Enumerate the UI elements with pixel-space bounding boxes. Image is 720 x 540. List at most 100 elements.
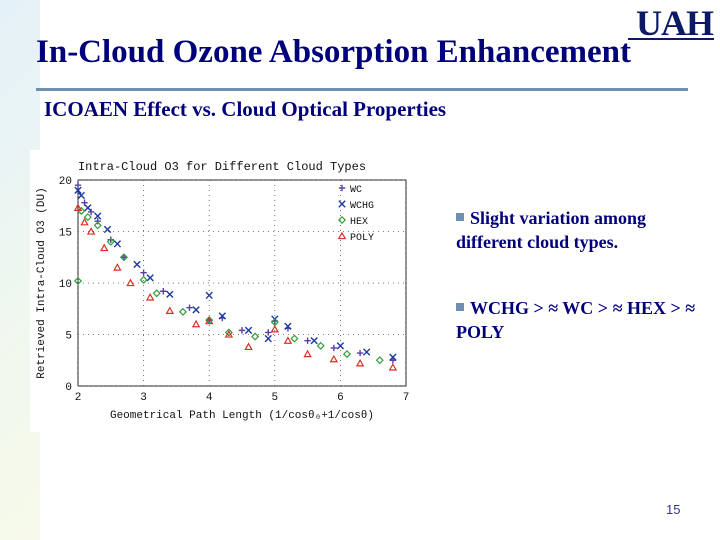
data-point-poly bbox=[388, 363, 398, 371]
legend-marker-wchg bbox=[338, 200, 346, 208]
data-point-wchg bbox=[84, 204, 92, 212]
data-point-wchg bbox=[77, 191, 85, 200]
data-point-wc bbox=[356, 349, 364, 357]
data-point-wc bbox=[238, 327, 246, 334]
data-point-poly bbox=[126, 278, 135, 287]
data-point-wchg bbox=[113, 240, 122, 248]
data-point-poly bbox=[329, 354, 339, 363]
x-tick-label: 2 bbox=[75, 392, 82, 404]
data-point-poly bbox=[270, 324, 280, 333]
legend-marker-hex bbox=[337, 215, 347, 225]
data-point-poly bbox=[73, 203, 83, 211]
x-tick-label: 4 bbox=[206, 392, 213, 404]
data-point-hex bbox=[106, 237, 115, 246]
data-point-wchg bbox=[218, 312, 227, 320]
data-point-wc bbox=[94, 218, 101, 225]
data-point-poly bbox=[145, 292, 155, 301]
legend-label: HEX bbox=[350, 217, 368, 228]
page-number: 15 bbox=[666, 502, 681, 517]
data-point-wchg bbox=[389, 353, 397, 361]
data-point-poly bbox=[165, 306, 175, 314]
data-point-hex bbox=[152, 289, 161, 298]
data-point-wchg bbox=[244, 326, 253, 335]
data-point-poly bbox=[224, 330, 234, 338]
data-point-hex bbox=[224, 328, 233, 337]
scatter-chart: 2 3 4 5 6 7 0 5 10 15 20 Intra-Cloud O3 for Differe… bbox=[36, 160, 410, 422]
data-point-poly bbox=[191, 319, 201, 328]
x-tick-label: 7 bbox=[403, 392, 410, 404]
data-point-wchg bbox=[264, 334, 272, 343]
logo-underline bbox=[628, 38, 714, 40]
data-point-poly bbox=[244, 342, 253, 351]
x-tick-label: 3 bbox=[140, 392, 147, 404]
bullet-item: Slight variation among different cloud t… bbox=[456, 206, 696, 254]
data-point-wc bbox=[120, 254, 128, 261]
data-point-poly bbox=[283, 336, 293, 344]
title-divider bbox=[36, 88, 688, 91]
data-point-hex bbox=[178, 307, 188, 316]
bullet-square-icon bbox=[456, 303, 464, 311]
y-tick-label: 20 bbox=[59, 176, 72, 188]
data-point-wc bbox=[74, 181, 82, 189]
x-tick-label: 5 bbox=[271, 392, 278, 404]
data-point-poly bbox=[80, 217, 89, 226]
data-point-wchg bbox=[74, 186, 82, 194]
data-point-hex bbox=[93, 221, 102, 230]
data-point-poly bbox=[355, 358, 365, 367]
data-point-hex bbox=[73, 276, 83, 285]
x-tick-label: 6 bbox=[337, 392, 344, 404]
data-point-wchg bbox=[93, 212, 102, 220]
bullet-square-icon bbox=[456, 213, 464, 221]
data-point-wc bbox=[304, 337, 311, 344]
bullet-list: Slight variation among different cloud t… bbox=[456, 206, 696, 386]
chart-title: Intra-Cloud O3 for Different Cloud Types bbox=[78, 160, 366, 174]
data-point-wchg bbox=[362, 348, 371, 356]
legend-label: WCHG bbox=[350, 201, 374, 212]
data-point-wc bbox=[140, 269, 147, 276]
data-point-wchg bbox=[103, 225, 112, 234]
data-point-wc bbox=[330, 344, 338, 352]
bullet-text: Slight variation among different cloud t… bbox=[456, 208, 647, 252]
bullet-item: WCHG > ≈ WC > ≈ HEX > ≈ POLY bbox=[456, 296, 696, 344]
data-point-hex bbox=[316, 341, 325, 350]
x-axis-label: Geometrical Path Length (1/cosθ₀+1/cosθ) bbox=[110, 410, 374, 422]
data-point-poly bbox=[204, 316, 214, 325]
data-point-hex bbox=[342, 350, 352, 359]
data-point-hex bbox=[290, 334, 299, 343]
y-tick-label: 10 bbox=[59, 279, 72, 291]
data-point-wchg bbox=[205, 291, 213, 300]
data-point-wchg bbox=[133, 260, 141, 269]
data-point-wchg bbox=[310, 336, 318, 345]
data-point-wchg bbox=[192, 306, 200, 314]
slide-subtitle: ICOAEN Effect vs. Cloud Optical Properti… bbox=[44, 97, 447, 121]
data-point-hex bbox=[375, 356, 384, 365]
data-point-wchg bbox=[166, 290, 174, 299]
data-point-wchg bbox=[284, 322, 292, 330]
data-point-poly bbox=[113, 263, 122, 271]
uah-logo: UAH bbox=[636, 3, 714, 43]
legend-marker-wc bbox=[338, 184, 346, 192]
legend-label: WC bbox=[350, 185, 362, 196]
y-tick-label: 15 bbox=[59, 228, 72, 240]
data-point-poly bbox=[100, 243, 109, 252]
y-tick-label: 0 bbox=[65, 382, 72, 394]
data-point-wc bbox=[265, 329, 272, 336]
data-point-wc bbox=[87, 208, 95, 216]
data-point-wc bbox=[160, 288, 167, 295]
data-point-wchg bbox=[336, 342, 345, 350]
slide-title: In-Cloud Ozone Absorption Enhancement bbox=[36, 34, 632, 70]
chart-panel: 2 3 4 5 6 7 0 5 10 15 20 Intra-Cloud O3 for Differe… bbox=[30, 150, 422, 432]
data-point-poly bbox=[86, 227, 96, 235]
data-point-wchg bbox=[146, 274, 154, 282]
data-point-hex bbox=[83, 213, 92, 222]
data-point-hex bbox=[139, 275, 148, 284]
data-point-wc bbox=[186, 304, 193, 311]
data-point-poly bbox=[303, 349, 312, 358]
legend-marker-poly bbox=[337, 231, 347, 240]
y-axis-label: Retrieved Intra-Cloud O3 (DU) bbox=[36, 187, 48, 378]
y-tick-label: 5 bbox=[65, 331, 72, 343]
bullet-text: WCHG > ≈ WC > ≈ HEX > ≈ POLY bbox=[456, 298, 696, 342]
data-point-wc bbox=[107, 236, 114, 243]
legend-label: POLY bbox=[350, 233, 374, 244]
data-point-hex bbox=[251, 332, 260, 341]
